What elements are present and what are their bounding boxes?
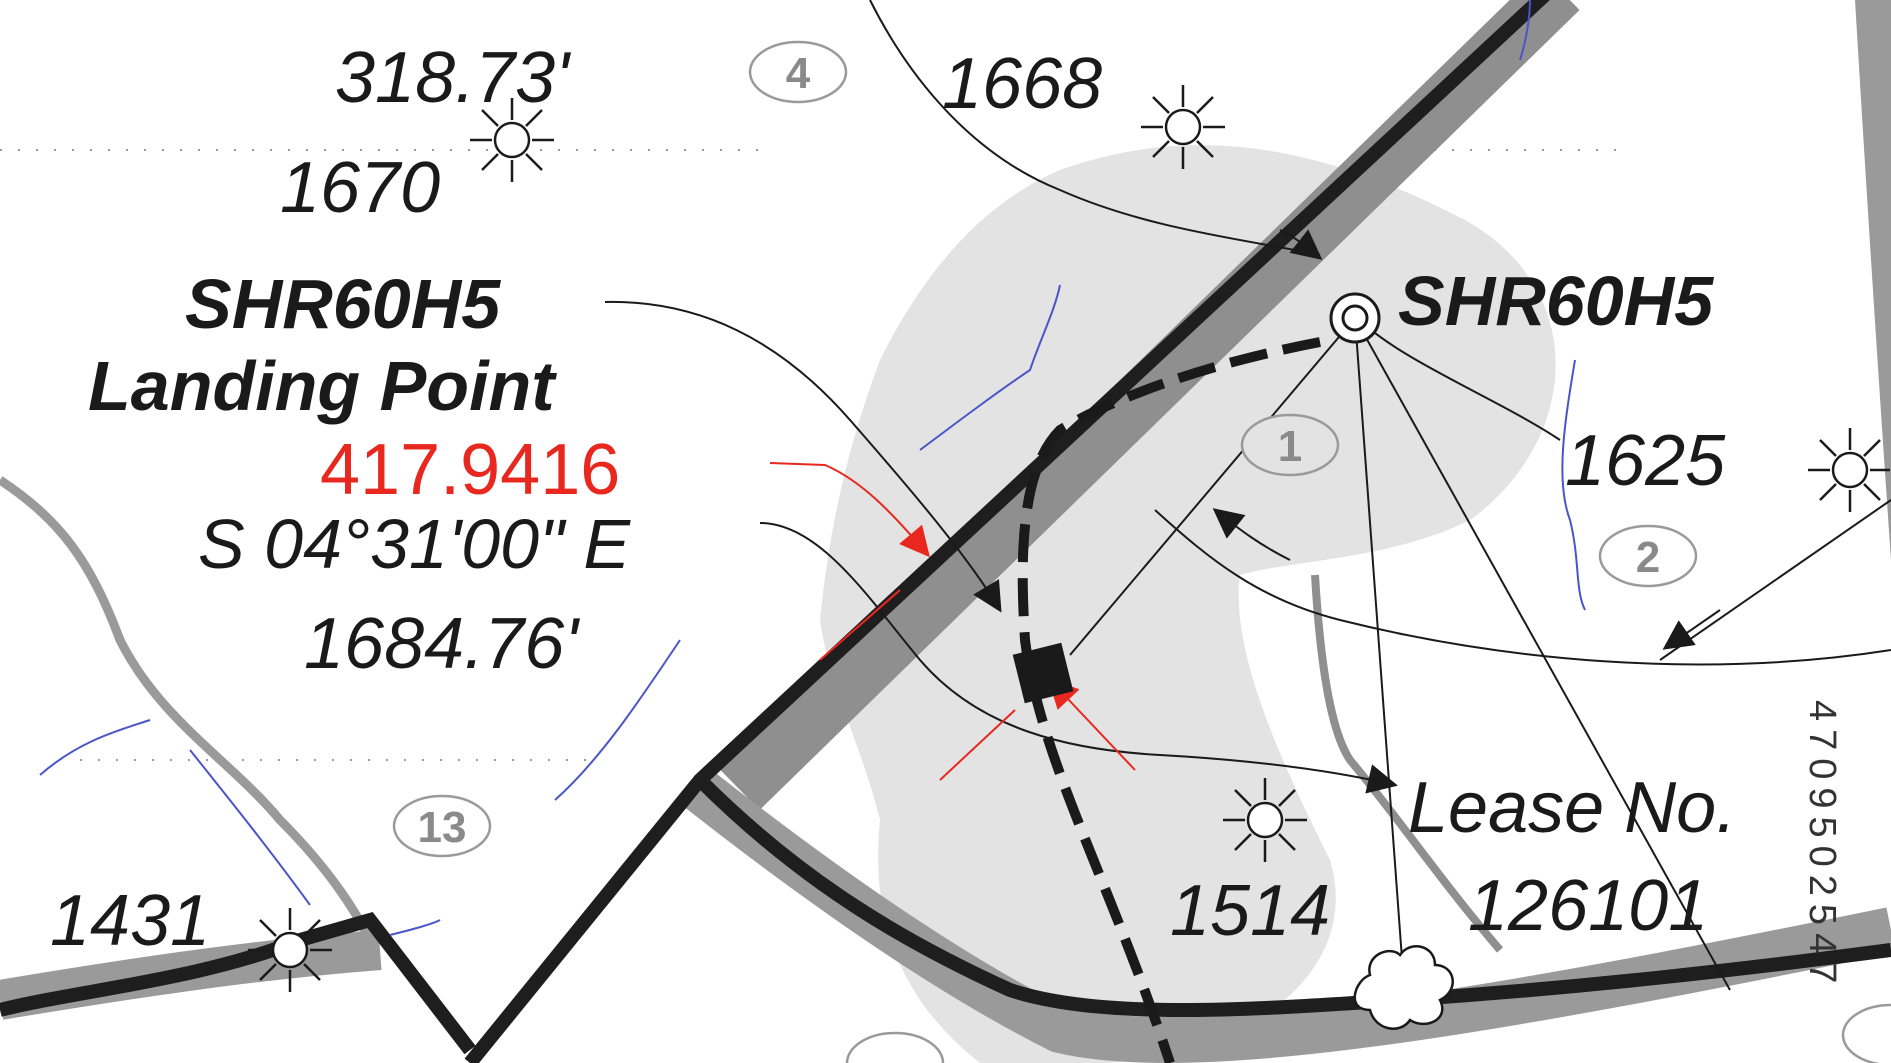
leader-bearing xyxy=(759,522,1398,794)
sun-star-icon xyxy=(271,931,309,969)
svg-text:2: 2 xyxy=(1636,533,1660,582)
black-boundary-lower xyxy=(695,775,1891,1017)
sun-star-icon xyxy=(1831,451,1869,489)
elevation-1514-label: 1514 xyxy=(1170,871,1330,951)
svg-text:1: 1 xyxy=(1278,422,1302,471)
tree-icon xyxy=(1353,945,1454,1030)
svg-text:4: 4 xyxy=(786,49,811,98)
right-edge-road xyxy=(1855,0,1891,560)
reference-lines xyxy=(869,0,1891,1001)
elevation-1670-label: 1670 xyxy=(280,148,440,228)
well-symbol-1670 xyxy=(470,98,554,182)
tract-oval-partial-right xyxy=(1841,1003,1891,1063)
leader-arrow-to-well xyxy=(1279,229,1323,260)
well-symbol-1625 xyxy=(1808,428,1890,512)
landing-point-title: Landing Point xyxy=(88,347,557,425)
well-pad-area xyxy=(820,145,1556,1063)
leader-arrow-inner xyxy=(1212,508,1291,561)
double-circle-icon[interactable] xyxy=(1329,292,1381,344)
tract-oval-2: 2 xyxy=(1598,524,1698,588)
tract-oval-partial xyxy=(845,1031,945,1063)
bearing-label: S 04°31'00" E xyxy=(198,505,631,583)
sun-star-icon xyxy=(1164,108,1202,146)
elevation-1625-label: 1625 xyxy=(1565,421,1726,501)
gray-lease-line xyxy=(1311,574,1504,953)
svg-text:13: 13 xyxy=(418,803,467,852)
sun-star-icon xyxy=(1246,801,1284,839)
well-symbol-1514 xyxy=(1223,778,1307,862)
leader-arrow-tract2 xyxy=(1662,609,1721,650)
landing-point-value: 417.9416 xyxy=(320,430,620,510)
red-annotations xyxy=(769,462,1136,781)
leader-landing-name xyxy=(604,300,1002,613)
well-symbol-1668 xyxy=(1141,85,1225,169)
tract-oval-13: 13 xyxy=(392,794,492,858)
tract-oval-4: 4 xyxy=(748,40,848,104)
well-name-label: SHR60H5 xyxy=(1398,262,1714,340)
landing-point-square-icon[interactable] xyxy=(1012,642,1074,704)
well-symbol-1431 xyxy=(248,908,332,992)
api-number-vertical: 4709502547 xyxy=(1801,700,1843,991)
sun-star-icon xyxy=(493,121,531,159)
tract-oval-1: 1 xyxy=(1240,413,1340,477)
streams xyxy=(39,0,1586,936)
elevation-1668-label: 1668 xyxy=(942,44,1102,124)
lease-label: Lease No. xyxy=(1408,768,1736,848)
distance-label: 1684.76' xyxy=(304,604,580,684)
lease-number: 126101 xyxy=(1468,866,1708,946)
gray-road-left xyxy=(0,476,375,943)
landing-point-name: SHR60H5 xyxy=(185,265,501,343)
distance-top-label: 318.73' xyxy=(335,38,571,118)
elevation-1431-label: 1431 xyxy=(50,881,210,961)
lateral-path xyxy=(1017,337,1321,1063)
